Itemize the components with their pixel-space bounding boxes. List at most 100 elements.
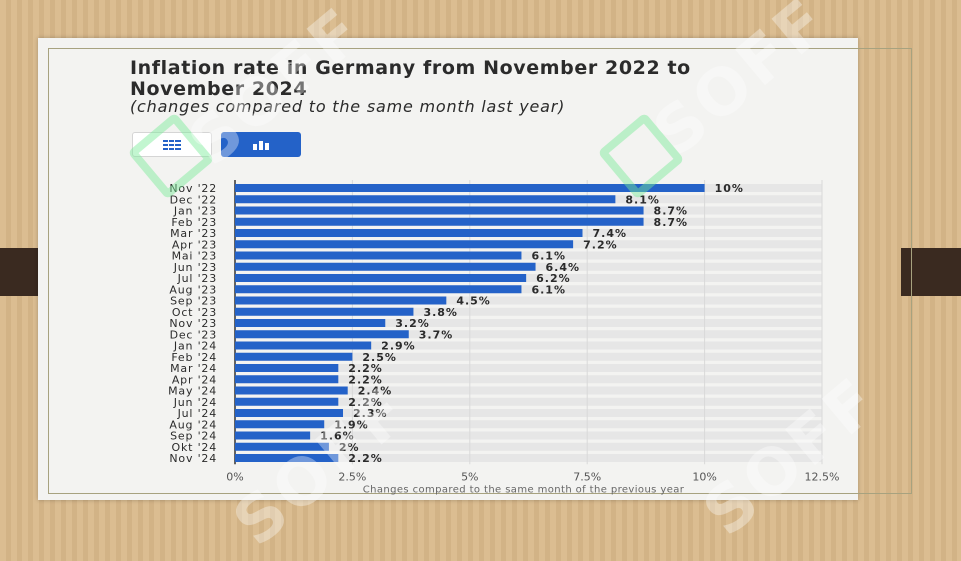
grid-band — [235, 307, 822, 316]
grid-band — [235, 454, 822, 462]
grid-band — [235, 341, 822, 350]
data-label: 2.2% — [348, 396, 383, 409]
grid-band — [235, 251, 822, 260]
x-tick-label: 5% — [461, 470, 478, 483]
category-label: Nov '23 — [169, 317, 217, 330]
category-label: Nov '22 — [169, 182, 217, 195]
bar — [235, 319, 386, 327]
chart-title: Inflation rate in Germany from November … — [130, 57, 691, 100]
bar — [235, 251, 522, 260]
grid-band — [235, 409, 822, 417]
data-label: 4.5% — [456, 295, 491, 308]
data-label: 2.5% — [362, 351, 397, 364]
data-label: 6.1% — [531, 250, 566, 263]
category-label: Okt '24 — [172, 441, 217, 454]
category-label: Feb '24 — [171, 351, 217, 364]
bar — [235, 409, 344, 417]
bar — [235, 352, 353, 361]
bar-chart: Nov '22 10% Dec '22 8.1% Jan '23 8.7% Feb '23 8… — [168, 180, 840, 495]
category-label: Jul '24 — [177, 407, 217, 420]
grid-band — [235, 375, 822, 384]
data-label: 8.1% — [625, 193, 660, 206]
grid-band — [235, 397, 822, 406]
data-label: 1.9% — [334, 418, 369, 431]
data-label: 10% — [715, 182, 744, 195]
bar — [235, 341, 372, 350]
grid-band — [235, 386, 822, 395]
data-label: 6.4% — [546, 261, 581, 274]
category-label: Feb '23 — [171, 216, 217, 229]
data-label: 2.2% — [348, 373, 383, 386]
data-label: 7.4% — [593, 227, 628, 240]
data-label: 6.2% — [536, 272, 571, 285]
data-label: 2.9% — [381, 340, 416, 353]
bar — [235, 229, 583, 237]
category-label: Aug '23 — [169, 283, 217, 296]
bar — [235, 296, 447, 305]
category-label: Jul '23 — [177, 272, 217, 285]
grid-band — [235, 296, 822, 305]
chart-view-button[interactable] — [221, 132, 301, 157]
x-tick-label: 12.5% — [805, 470, 840, 483]
bar — [235, 420, 325, 429]
category-label: Oct '23 — [172, 306, 217, 319]
x-tick-label: 2.5% — [338, 470, 366, 483]
grid-band — [235, 285, 822, 294]
category-label: Jan '24 — [173, 340, 217, 353]
grid-band — [235, 352, 822, 361]
category-label: Dec '23 — [170, 328, 217, 341]
data-label: 2.2% — [348, 452, 383, 465]
grid-band — [235, 420, 822, 429]
category-label: Apr '23 — [172, 238, 217, 251]
bar — [235, 330, 409, 339]
bar — [235, 397, 339, 406]
category-label: Jun '24 — [173, 396, 217, 409]
category-label: Aug '24 — [169, 418, 217, 431]
grid-band — [235, 431, 822, 440]
data-label: 3.8% — [423, 306, 458, 319]
category-label: Mar '24 — [170, 362, 217, 375]
category-label: Apr '24 — [172, 373, 217, 386]
category-label: Nov '24 — [169, 452, 217, 465]
data-label: 2.2% — [348, 362, 383, 375]
bar — [235, 217, 644, 226]
bar — [235, 206, 644, 215]
bar — [235, 431, 311, 440]
category-label: Sep '23 — [170, 295, 217, 308]
grid-band — [235, 274, 822, 282]
grid-band — [235, 442, 822, 451]
category-label: Mai '23 — [172, 250, 217, 263]
bar-chart-icon — [253, 140, 269, 150]
chart-subtitle: (changes compared to the same month last… — [130, 97, 566, 116]
data-label: 8.7% — [654, 216, 689, 229]
bar — [235, 386, 348, 395]
data-label: 2.4% — [358, 385, 393, 398]
table-icon — [163, 138, 181, 151]
x-tick-label: 0% — [226, 470, 243, 483]
category-label: Jan '23 — [173, 205, 217, 218]
data-label: 3.2% — [395, 317, 430, 330]
grid-band — [235, 330, 822, 339]
bar — [235, 262, 536, 271]
bar — [235, 442, 329, 451]
category-label: Dec '22 — [170, 193, 217, 206]
category-label: Jun '23 — [173, 261, 217, 274]
category-label: Mar '23 — [170, 227, 217, 240]
data-label: 7.2% — [583, 238, 618, 251]
grid-band — [235, 319, 822, 327]
data-label: 1.6% — [320, 430, 355, 443]
bar — [235, 274, 527, 282]
data-label: 2% — [339, 441, 360, 454]
bar — [235, 454, 339, 462]
bar — [235, 195, 616, 204]
bar — [235, 240, 574, 249]
table-view-button[interactable] — [132, 132, 212, 157]
bar — [235, 375, 339, 384]
x-tick-label: 10% — [692, 470, 716, 483]
x-axis-label: Changes compared to the same month of th… — [363, 484, 685, 495]
data-label: 2.3% — [353, 407, 388, 420]
data-label: 3.7% — [419, 328, 454, 341]
bar — [235, 285, 522, 294]
bar — [235, 184, 705, 192]
grid-band — [235, 364, 822, 372]
